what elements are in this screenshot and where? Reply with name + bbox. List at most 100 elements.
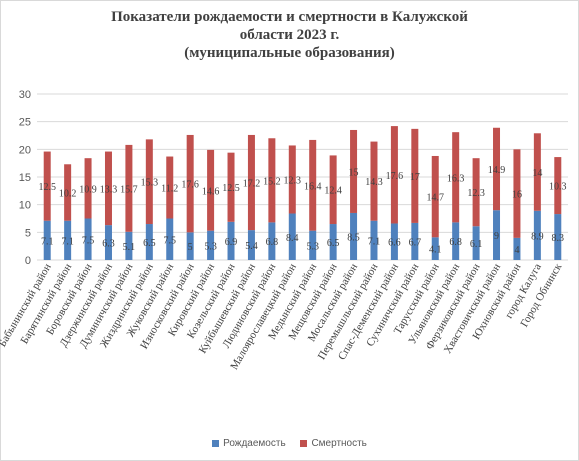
- bar-deaths: [493, 127, 501, 211]
- data-label-births: 6.8: [266, 237, 279, 248]
- data-label-deaths: 17: [410, 172, 420, 183]
- data-label-births: 5.1: [123, 242, 136, 253]
- data-label-deaths: 15.7: [120, 184, 138, 195]
- chart-title-line-2: области 2023 г.: [239, 27, 340, 43]
- bar-deaths: [227, 152, 235, 222]
- data-label-deaths: 12.3: [284, 175, 302, 186]
- chart-title-line-3: (муниципальные образования): [184, 45, 395, 61]
- data-label-births: 7.5: [82, 235, 95, 246]
- y-tick-label: 15: [19, 172, 31, 184]
- data-label-deaths: 10.9: [79, 184, 97, 195]
- bar-births: [288, 213, 296, 260]
- data-label-deaths: 15: [349, 167, 359, 178]
- bar-deaths: [554, 157, 562, 215]
- data-label-births: 9: [494, 231, 499, 242]
- data-label-births: 8.4: [286, 233, 299, 244]
- bar-births: [145, 224, 153, 260]
- bar-births: [472, 226, 480, 260]
- bar-births: [166, 218, 174, 260]
- bar-births: [350, 212, 358, 260]
- bar-deaths: [186, 134, 194, 233]
- chart-title: Показатели рождаемости и смертности в Ка…: [0, 8, 579, 62]
- data-label-deaths: 10.2: [59, 188, 77, 199]
- data-label-births: 6.5: [327, 238, 340, 249]
- data-label-deaths: 12.5: [222, 183, 240, 194]
- bar-deaths: [472, 158, 480, 227]
- bar-births: [329, 224, 337, 260]
- bar-births: [43, 220, 51, 260]
- bar-births: [64, 220, 72, 260]
- data-label-deaths: 16: [512, 190, 522, 201]
- data-label-deaths: 16.3: [447, 173, 465, 184]
- y-tick-label: 20: [19, 144, 31, 156]
- data-label-deaths: 17.2: [243, 179, 261, 190]
- data-label-births: 4: [514, 245, 519, 256]
- bar-births: [309, 230, 317, 260]
- data-label-deaths: 14.7: [427, 193, 445, 204]
- bar-deaths: [145, 139, 153, 225]
- legend-label-deaths: Смертность: [311, 438, 367, 449]
- bar-deaths: [390, 126, 398, 224]
- bar-deaths: [452, 132, 460, 223]
- data-label-births: 8.5: [347, 232, 360, 243]
- legend: Рождаемость Смертность: [0, 438, 579, 450]
- bar-births: [268, 222, 276, 260]
- bar-births: [104, 225, 112, 260]
- bar-deaths: [104, 151, 112, 226]
- bar-births: [227, 221, 235, 260]
- bar-deaths: [84, 158, 92, 219]
- data-label-births: 6.5: [143, 238, 156, 249]
- bar-births: [125, 231, 133, 260]
- data-label-births: 5.3: [204, 241, 217, 252]
- bar-deaths: [64, 164, 72, 221]
- y-tick-label: 10: [19, 200, 31, 212]
- data-label-births: 5: [188, 242, 193, 253]
- data-label-deaths: 11.2: [161, 184, 178, 195]
- data-label-deaths: 16.4: [304, 181, 322, 192]
- bar-deaths: [513, 149, 521, 238]
- bar-deaths: [288, 145, 296, 214]
- bar-births: [431, 237, 439, 260]
- data-label-deaths: 13.3: [100, 184, 118, 195]
- data-label-deaths: 14.3: [365, 177, 383, 188]
- bar-births: [411, 222, 419, 260]
- bar-births: [513, 237, 521, 260]
- bar-deaths: [166, 156, 174, 219]
- bar-births: [247, 230, 255, 260]
- y-tick-label: 25: [19, 117, 31, 129]
- data-label-deaths: 14: [532, 168, 542, 179]
- data-label-deaths: 15.3: [141, 178, 159, 189]
- bar-deaths: [350, 129, 358, 213]
- bar-deaths: [309, 139, 317, 231]
- data-label-births: 7.1: [41, 236, 54, 247]
- bar-births: [390, 223, 398, 260]
- data-label-births: 5.4: [245, 241, 258, 252]
- bar-deaths: [329, 155, 337, 225]
- legend-swatch-births: [212, 440, 220, 447]
- legend-swatch-deaths: [300, 440, 308, 447]
- data-label-births: 4.1: [429, 245, 442, 256]
- data-label-deaths: 10.3: [549, 182, 567, 193]
- bar-deaths: [125, 144, 133, 232]
- data-label-births: 6.6: [388, 238, 401, 249]
- data-label-births: 7.1: [61, 236, 74, 247]
- y-tick-label: 0: [25, 255, 31, 267]
- data-label-births: 8.9: [531, 231, 544, 242]
- bar-births: [452, 222, 460, 260]
- chart-title-line-1: Показатели рождаемости и смертности в Ка…: [111, 9, 468, 25]
- y-tick-label: 30: [19, 89, 31, 101]
- bar-births: [493, 210, 501, 260]
- bar-deaths: [411, 128, 419, 223]
- bar-births: [370, 220, 378, 260]
- data-label-deaths: 14.9: [488, 165, 506, 176]
- y-tick-label: 5: [25, 227, 31, 239]
- bar-deaths: [43, 151, 51, 221]
- bar-deaths: [247, 134, 255, 231]
- data-label-births: 7.1: [368, 236, 381, 247]
- legend-label-births: Рождаемость: [223, 438, 286, 449]
- bar-deaths: [533, 133, 541, 211]
- data-label-deaths: 12.5: [38, 182, 56, 193]
- legend-item-deaths: Смертность: [300, 438, 367, 449]
- bar-deaths: [370, 141, 378, 221]
